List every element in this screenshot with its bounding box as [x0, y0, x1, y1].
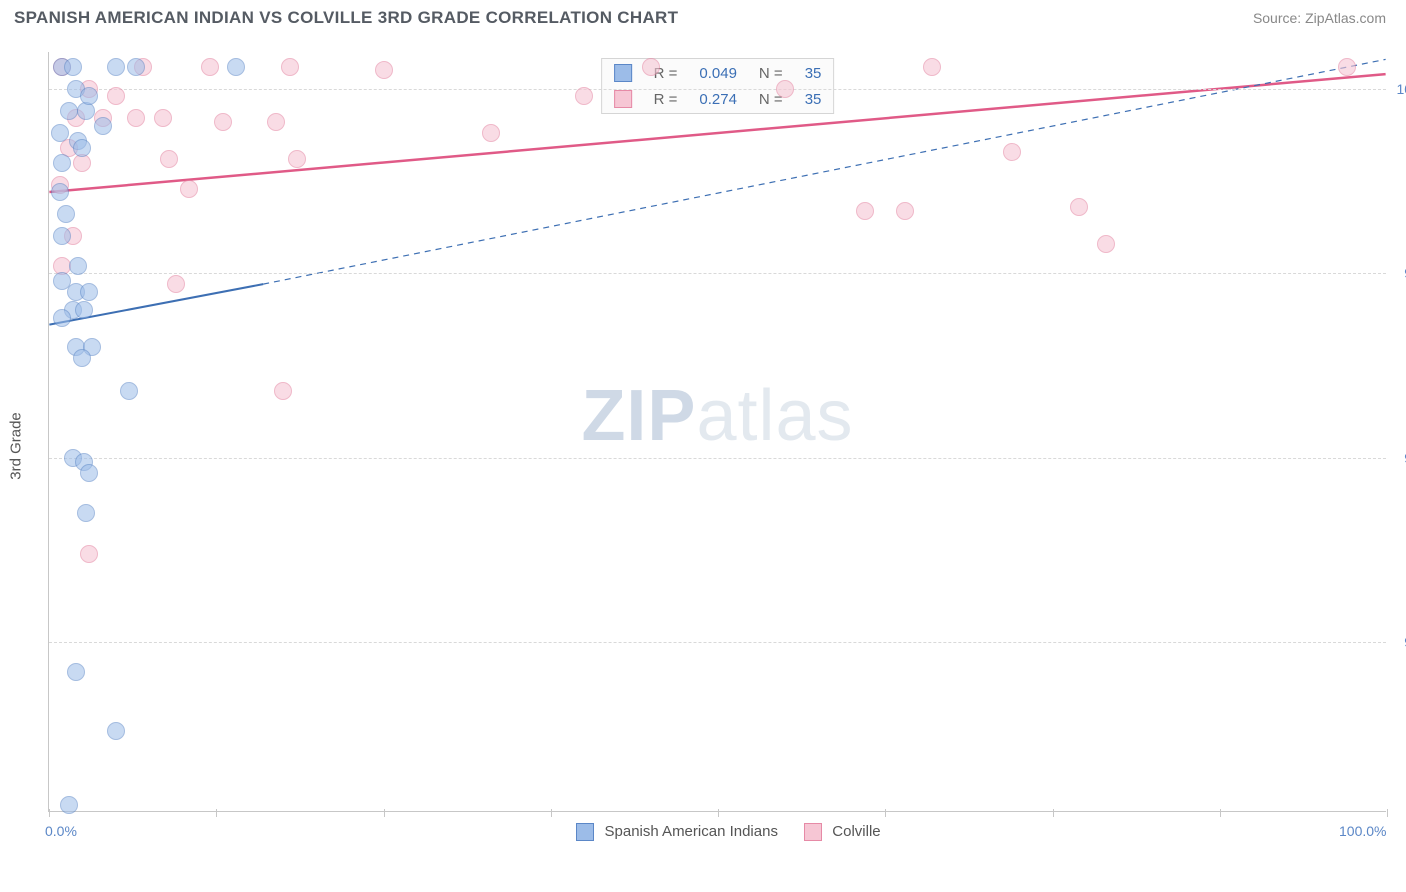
data-point-blue: [51, 183, 69, 201]
data-point-pink: [896, 202, 914, 220]
series-name-pink: Colville: [832, 823, 880, 840]
data-point-blue: [75, 301, 93, 319]
y-tick-label: 97.5%: [1389, 265, 1406, 281]
data-point-pink: [201, 58, 219, 76]
x-tick: [1387, 809, 1388, 817]
y-tick-label: 100.0%: [1389, 81, 1406, 97]
data-point-pink: [776, 80, 794, 98]
data-point-blue: [53, 309, 71, 327]
swatch-blue-icon: [614, 64, 632, 82]
legend-row-pink: R = 0.274 N = 35: [604, 87, 832, 111]
data-point-blue: [51, 124, 69, 142]
data-point-blue: [107, 722, 125, 740]
data-point-blue: [60, 102, 78, 120]
y-tick-label: 92.5%: [1389, 634, 1406, 650]
r-value-pink: 0.274: [689, 87, 747, 111]
data-point-pink: [1070, 198, 1088, 216]
data-point-pink: [1097, 235, 1115, 253]
data-point-pink: [923, 58, 941, 76]
data-point-blue: [107, 58, 125, 76]
data-point-pink: [274, 382, 292, 400]
data-point-blue: [73, 349, 91, 367]
x-tick: [216, 809, 217, 817]
x-tick: [885, 809, 886, 817]
data-point-pink: [80, 545, 98, 563]
r-value-blue: 0.049: [689, 61, 747, 85]
chart-title: SPANISH AMERICAN INDIAN VS COLVILLE 3RD …: [14, 8, 678, 28]
source-label: Source: ZipAtlas.com: [1253, 10, 1386, 26]
y-tick-label: 95.0%: [1389, 450, 1406, 466]
x-tick: [551, 809, 552, 817]
y-axis-label: 3rd Grade: [8, 412, 25, 480]
data-point-pink: [107, 87, 125, 105]
data-point-blue: [127, 58, 145, 76]
data-point-blue: [80, 283, 98, 301]
series-legend: Spanish American Indians Colville: [49, 823, 1386, 841]
x-tick: [1220, 809, 1221, 817]
gridline-h: [49, 458, 1386, 459]
data-point-pink: [267, 113, 285, 131]
swatch-blue-icon: [576, 823, 594, 841]
swatch-pink-icon: [614, 90, 632, 108]
data-point-pink: [856, 202, 874, 220]
legend-row-blue: R = 0.049 N = 35: [604, 61, 832, 85]
gridline-h: [49, 89, 1386, 90]
x-tick: [718, 809, 719, 817]
data-point-blue: [120, 382, 138, 400]
data-point-pink: [375, 61, 393, 79]
x-tick: [49, 809, 50, 817]
data-point-pink: [180, 180, 198, 198]
data-point-pink: [1338, 58, 1356, 76]
correlation-legend: R = 0.049 N = 35 R = 0.274 N = 35: [601, 58, 835, 114]
data-point-pink: [160, 150, 178, 168]
data-point-pink: [167, 275, 185, 293]
data-point-pink: [642, 58, 660, 76]
data-point-blue: [80, 87, 98, 105]
watermark-rest: atlas: [696, 376, 853, 456]
gridline-h: [49, 642, 1386, 643]
data-point-pink: [281, 58, 299, 76]
data-point-pink: [154, 109, 172, 127]
n-value-pink: 35: [795, 87, 832, 111]
data-point-blue: [73, 139, 91, 157]
data-point-pink: [482, 124, 500, 142]
data-point-blue: [77, 504, 95, 522]
data-point-blue: [53, 154, 71, 172]
data-point-blue: [53, 227, 71, 245]
data-point-pink: [288, 150, 306, 168]
trend-lines: [49, 52, 1386, 811]
data-point-pink: [1003, 143, 1021, 161]
n-value-blue: 35: [795, 61, 832, 85]
data-point-blue: [60, 796, 78, 814]
data-point-blue: [67, 663, 85, 681]
data-point-blue: [69, 257, 87, 275]
x-tick-label: 100.0%: [1339, 823, 1386, 839]
x-tick: [1053, 809, 1054, 817]
r-label: R =: [644, 87, 688, 111]
x-tick-label: 0.0%: [45, 823, 77, 839]
watermark: ZIPatlas: [581, 375, 853, 457]
data-point-pink: [575, 87, 593, 105]
data-point-pink: [127, 109, 145, 127]
data-point-blue: [94, 117, 112, 135]
data-point-blue: [57, 205, 75, 223]
gridline-h: [49, 273, 1386, 274]
data-point-blue: [64, 58, 82, 76]
data-point-blue: [80, 464, 98, 482]
data-point-pink: [214, 113, 232, 131]
series-name-blue: Spanish American Indians: [605, 823, 778, 840]
data-point-blue: [227, 58, 245, 76]
x-tick: [384, 809, 385, 817]
watermark-bold: ZIP: [581, 376, 696, 456]
plot-area: ZIPatlas R = 0.049 N = 35 R = 0.274 N = …: [48, 52, 1386, 812]
swatch-pink-icon: [804, 823, 822, 841]
